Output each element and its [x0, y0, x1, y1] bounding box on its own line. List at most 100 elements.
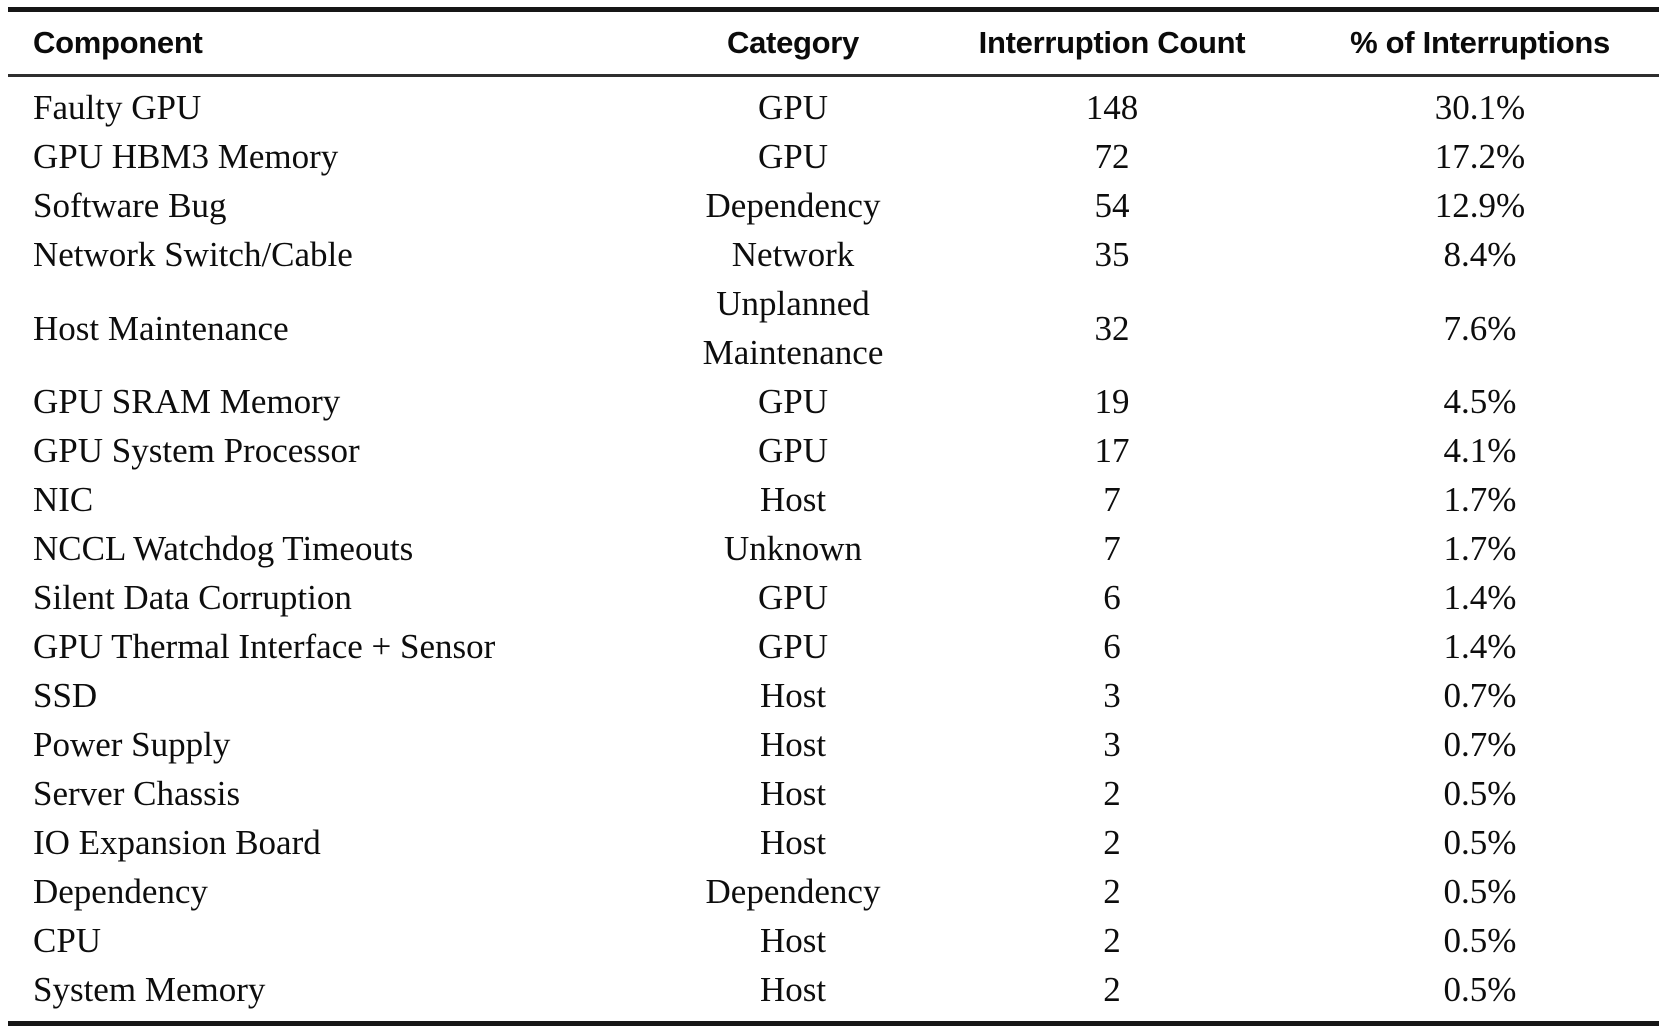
count-cell: 2: [1103, 921, 1121, 960]
table-row: Dependency Dependency 2 0.5%: [8, 867, 1659, 916]
component-cell: NIC: [33, 480, 94, 519]
pct-cell: 1.4%: [1443, 578, 1517, 617]
table-row: GPU HBM3 Memory GPU 72 17.2%: [8, 132, 1659, 181]
column-header-interruption-count: Interruption Count: [923, 12, 1301, 77]
component-cell: GPU Thermal Interface + Sensor: [33, 627, 496, 666]
category-cell: Dependency: [705, 872, 881, 911]
count-cell: 7: [1103, 480, 1121, 519]
pct-cell: 0.7%: [1443, 725, 1517, 764]
pct-cell: 17.2%: [1434, 137, 1526, 176]
count-cell: 54: [1094, 186, 1130, 225]
component-cell: Power Supply: [33, 725, 231, 764]
table-row: GPU Thermal Interface + Sensor GPU 6 1.4…: [8, 622, 1659, 671]
table-row: Software Bug Dependency 54 12.9%: [8, 181, 1659, 230]
category-cell: GPU: [757, 88, 829, 127]
component-cell: Host Maintenance: [33, 308, 289, 348]
table-row: Network Switch/Cable Network 35 8.4%: [8, 230, 1659, 279]
table-row: GPU System Processor GPU 17 4.1%: [8, 426, 1659, 475]
component-cell: NCCL Watchdog Timeouts: [33, 529, 414, 568]
component-cell: Network Switch/Cable: [33, 235, 353, 274]
category-cell: GPU: [757, 627, 829, 666]
pct-cell: 1.7%: [1443, 480, 1517, 519]
count-cell: 72: [1094, 137, 1130, 176]
table-header: Component Category Interruption Count % …: [8, 12, 1659, 77]
category-cell: GPU: [757, 431, 829, 470]
count-cell: 2: [1103, 823, 1121, 862]
category-cell: Host: [759, 676, 827, 715]
table-row: Faulty GPU GPU 148 30.1%: [8, 76, 1659, 133]
category-cell: Unplanned Maintenance: [702, 284, 884, 372]
category-cell: Network: [731, 235, 855, 274]
interruption-table-container: Component Category Interruption Count % …: [8, 7, 1659, 1026]
component-cell: CPU: [33, 921, 102, 960]
pct-cell: 4.1%: [1443, 431, 1517, 470]
table-row: GPU SRAM Memory GPU 19 4.5%: [8, 377, 1659, 426]
table-row: NIC Host 7 1.7%: [8, 475, 1659, 524]
table-row: Silent Data Corruption GPU 6 1.4%: [8, 573, 1659, 622]
pct-cell: 8.4%: [1443, 235, 1517, 274]
component-cell: Dependency: [33, 872, 208, 911]
pct-cell: 0.5%: [1443, 774, 1517, 813]
category-cell: Host: [759, 480, 827, 519]
component-cell: Server Chassis: [33, 774, 241, 813]
count-cell: 32: [1094, 308, 1130, 348]
count-cell: 2: [1103, 774, 1121, 813]
count-cell: 7: [1103, 529, 1121, 568]
pct-cell: 1.4%: [1443, 627, 1517, 666]
table-body: Faulty GPU GPU 148 30.1% GPU HBM3 Memory…: [8, 76, 1659, 1022]
category-cell: GPU: [757, 137, 829, 176]
table-row: SSD Host 3 0.7%: [8, 671, 1659, 720]
pct-cell: 0.5%: [1443, 823, 1517, 862]
interruption-table: Component Category Interruption Count % …: [8, 12, 1659, 1021]
table-row: CPU Host 2 0.5%: [8, 916, 1659, 965]
pct-cell: 7.6%: [1443, 308, 1517, 348]
count-cell: 2: [1103, 970, 1121, 1009]
pct-cell: 0.5%: [1443, 872, 1517, 911]
count-cell: 19: [1094, 382, 1130, 421]
category-cell: Host: [759, 725, 827, 764]
category-cell: GPU: [757, 382, 829, 421]
table-row: System Memory Host 2 0.5%: [8, 965, 1659, 1021]
pct-cell: 4.5%: [1443, 382, 1517, 421]
column-header-component: Component: [8, 12, 663, 77]
pct-cell: 30.1%: [1434, 88, 1526, 127]
pct-cell: 0.5%: [1443, 921, 1517, 960]
count-cell: 35: [1094, 235, 1130, 274]
component-cell: Silent Data Corruption: [33, 578, 352, 617]
count-cell: 6: [1103, 627, 1121, 666]
component-cell: GPU System Processor: [33, 431, 360, 470]
component-cell: Software Bug: [33, 186, 227, 225]
pct-cell: 0.5%: [1443, 970, 1517, 1009]
count-cell: 6: [1103, 578, 1121, 617]
count-cell: 17: [1094, 431, 1130, 470]
table-header-row: Component Category Interruption Count % …: [8, 12, 1659, 77]
count-cell: 3: [1103, 676, 1121, 715]
table-top-rule: [8, 7, 1659, 12]
column-header-category: Category: [663, 12, 923, 77]
pct-cell: 1.7%: [1443, 529, 1517, 568]
pct-cell: 12.9%: [1434, 186, 1526, 225]
category-cell: Host: [759, 921, 827, 960]
component-cell: GPU HBM3 Memory: [33, 137, 339, 176]
table-row: NCCL Watchdog Timeouts Unknown 7 1.7%: [8, 524, 1659, 573]
table-row: IO Expansion Board Host 2 0.5%: [8, 818, 1659, 867]
count-cell: 148: [1085, 88, 1139, 127]
pct-cell: 0.7%: [1443, 676, 1517, 715]
table-row: Server Chassis Host 2 0.5%: [8, 769, 1659, 818]
category-cell: Host: [759, 823, 827, 862]
table-row: Host Maintenance Unplanned Maintenance 3…: [8, 279, 1659, 377]
table-row: Power Supply Host 3 0.7%: [8, 720, 1659, 769]
table-bottom-rule: [8, 1021, 1659, 1026]
component-cell: System Memory: [33, 970, 266, 1009]
category-cell: Host: [759, 774, 827, 813]
category-cell: Dependency: [705, 186, 881, 225]
component-cell: GPU SRAM Memory: [33, 382, 341, 421]
category-cell: Unknown: [723, 529, 863, 568]
category-cell: Host: [759, 970, 827, 1009]
count-cell: 3: [1103, 725, 1121, 764]
count-cell: 2: [1103, 872, 1121, 911]
component-cell: SSD: [33, 676, 98, 715]
category-cell: GPU: [757, 578, 829, 617]
component-cell: IO Expansion Board: [33, 823, 321, 862]
component-cell: Faulty GPU: [33, 88, 202, 127]
